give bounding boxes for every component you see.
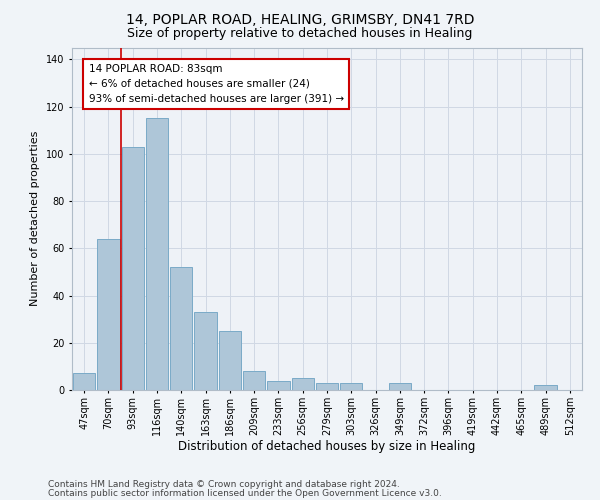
Bar: [292, 378, 314, 390]
X-axis label: Distribution of detached houses by size in Healing: Distribution of detached houses by size …: [178, 440, 476, 454]
Bar: [218, 331, 241, 390]
Text: Size of property relative to detached houses in Healing: Size of property relative to detached ho…: [127, 28, 473, 40]
Bar: [316, 383, 338, 390]
Bar: [243, 371, 265, 390]
Text: 14 POPLAR ROAD: 83sqm
← 6% of detached houses are smaller (24)
93% of semi-detac: 14 POPLAR ROAD: 83sqm ← 6% of detached h…: [89, 64, 344, 104]
Bar: [535, 386, 557, 390]
Bar: [170, 267, 193, 390]
Bar: [73, 374, 95, 390]
Bar: [389, 383, 411, 390]
Text: 14, POPLAR ROAD, HEALING, GRIMSBY, DN41 7RD: 14, POPLAR ROAD, HEALING, GRIMSBY, DN41 …: [126, 12, 474, 26]
Bar: [97, 239, 119, 390]
Text: Contains public sector information licensed under the Open Government Licence v3: Contains public sector information licen…: [48, 489, 442, 498]
Bar: [267, 380, 290, 390]
Y-axis label: Number of detached properties: Number of detached properties: [31, 131, 40, 306]
Bar: [194, 312, 217, 390]
Bar: [340, 383, 362, 390]
Bar: [146, 118, 168, 390]
Bar: [122, 146, 144, 390]
Text: Contains HM Land Registry data © Crown copyright and database right 2024.: Contains HM Land Registry data © Crown c…: [48, 480, 400, 489]
